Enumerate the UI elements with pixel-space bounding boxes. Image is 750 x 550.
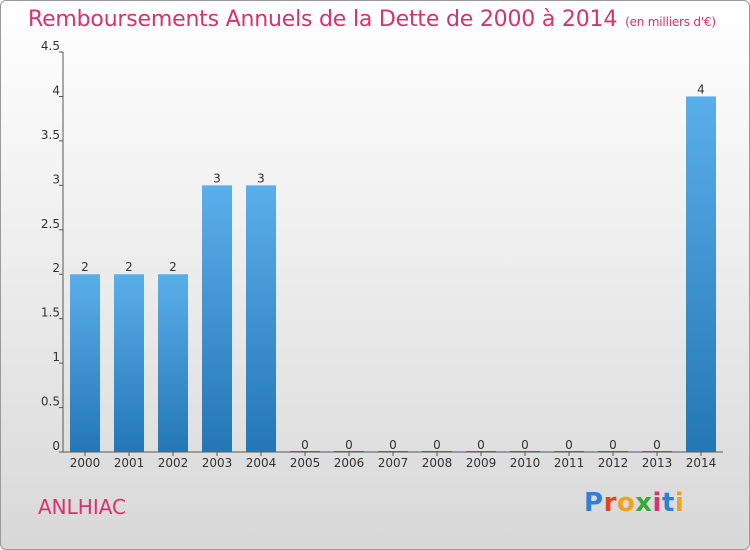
- x-tick-label-2011: 2011: [554, 456, 585, 470]
- data-label-2003: 3: [213, 171, 221, 185]
- bars: 2 2 2 3 3 0 0 0 0 0 0 0 0 0 4: [70, 82, 716, 453]
- y-tick-label: 3: [52, 172, 60, 186]
- bar-2004: [246, 185, 276, 453]
- bar-2009: [466, 451, 496, 452]
- y-tick-label: 4: [52, 83, 60, 97]
- y-tick-label: 1: [52, 350, 60, 364]
- bar-2002: [158, 274, 188, 452]
- town-name: ANLHIAC: [38, 495, 127, 519]
- chart-unit: (en milliers d'€): [625, 15, 716, 29]
- x-tick-label-2007: 2007: [378, 456, 409, 470]
- bar-2012: [598, 451, 628, 452]
- x-tick-label-2002: 2002: [158, 456, 189, 470]
- x-tick-label-2008: 2008: [422, 456, 453, 470]
- y-tick-label: 2.5: [41, 217, 60, 231]
- y-tick-label: 4.5: [41, 39, 60, 53]
- bar-2008: [422, 451, 452, 452]
- data-label-2005: 0: [301, 438, 309, 452]
- proxiti-logo: Proxiti: [584, 488, 685, 518]
- bar-2000: [70, 274, 100, 452]
- bar-2010: [510, 451, 540, 452]
- bar-2006: [334, 451, 364, 452]
- chart-title: Remboursements Annuels de la Dette de 20…: [28, 7, 716, 32]
- data-label-2010: 0: [521, 438, 529, 452]
- data-label-2011: 0: [565, 438, 573, 452]
- data-label-2006: 0: [345, 438, 353, 452]
- data-label-2004: 3: [257, 171, 265, 185]
- x-tick-label-2004: 2004: [246, 456, 277, 470]
- bar-2007: [378, 451, 408, 452]
- y-tick-label: 0.5: [41, 395, 60, 409]
- y-ticks: 0 0.5 1 1.5 2 2.5 3 3.5 4 4.5: [41, 39, 63, 453]
- data-label-2014: 4: [697, 82, 705, 96]
- data-label-2013: 0: [653, 438, 661, 452]
- data-label-2008: 0: [433, 438, 441, 452]
- data-label-2001: 2: [125, 260, 133, 274]
- x-tick-label-2014: 2014: [686, 456, 717, 470]
- x-tick-label-2009: 2009: [466, 456, 497, 470]
- bar-2013: [642, 451, 672, 452]
- bar-2005: [290, 451, 320, 452]
- data-label-2012: 0: [609, 438, 617, 452]
- y-tick-label: 0: [52, 439, 60, 453]
- data-label-2007: 0: [389, 438, 397, 452]
- chart-title-text: Remboursements Annuels de la Dette de 20…: [28, 7, 618, 32]
- bar-2001: [114, 274, 144, 452]
- x-tick-label-2013: 2013: [642, 456, 673, 470]
- bar-2011: [554, 451, 584, 452]
- bar-2003: [202, 185, 232, 453]
- data-label-2000: 2: [81, 260, 89, 274]
- x-tick-label-2000: 2000: [70, 456, 101, 470]
- x-tick-label-2010: 2010: [510, 456, 541, 470]
- y-tick-label: 3.5: [41, 128, 60, 142]
- x-tick-label-2003: 2003: [202, 456, 233, 470]
- y-tick-label: 2: [52, 261, 60, 275]
- data-label-2009: 0: [477, 438, 485, 452]
- x-tick-label-2001: 2001: [114, 456, 145, 470]
- x-ticks: 2000 2001 2002 2003 2004 2005 2006 2007 2008 2009…: [70, 452, 717, 470]
- y-tick-label: 1.5: [41, 306, 60, 320]
- x-tick-label-2006: 2006: [334, 456, 365, 470]
- x-tick-label-2012: 2012: [598, 456, 629, 470]
- data-label-2002: 2: [169, 260, 177, 274]
- bar-2014: [686, 96, 716, 452]
- x-tick-label-2005: 2005: [290, 456, 321, 470]
